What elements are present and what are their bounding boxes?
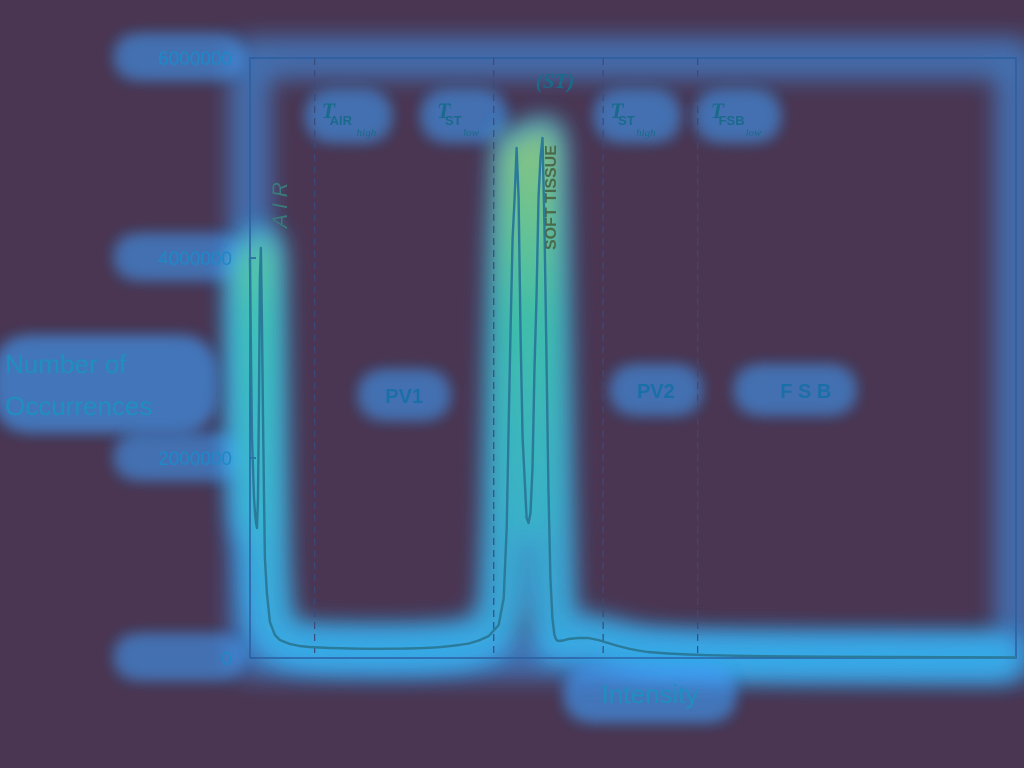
soft-tissue-region-label: SOFT TISSUE: [543, 145, 560, 250]
x-axis-title: Intensity: [602, 679, 699, 709]
y-tick-label: 6000000: [158, 49, 232, 70]
threshold-subsubscript: high: [357, 127, 377, 139]
threshold-subscript: ST: [618, 113, 635, 128]
y-axis-title-line-1: Number of: [5, 349, 127, 379]
region-label: F S B: [780, 381, 831, 403]
threshold-subsubscript: low: [746, 127, 763, 139]
threshold-label: T: [711, 98, 726, 123]
threshold-subscript: FSB: [719, 113, 745, 128]
region-label: PV1: [385, 386, 423, 408]
threshold-subsubscript: low: [463, 127, 480, 139]
region-label: PV2: [637, 381, 675, 403]
air-region-label: A I R: [269, 182, 292, 230]
threshold-label: T: [322, 98, 337, 123]
y-tick-label: 4000000: [158, 249, 232, 270]
y-tick-label: 2000000: [158, 449, 232, 470]
y-axis-title-line-2: Occurrences: [5, 391, 152, 421]
threshold-subscript: AIR: [330, 113, 353, 128]
y-tick-label: 0: [221, 649, 232, 670]
threshold-label: T: [610, 98, 625, 123]
threshold-subsubscript: high: [636, 127, 656, 139]
threshold-label: T: [437, 98, 452, 123]
threshold-subscript: ST: [445, 113, 462, 128]
plot-frame: [249, 57, 1017, 659]
soft-tissue-top-label: (ST): [536, 69, 575, 93]
histogram-line: [248, 136, 1017, 659]
